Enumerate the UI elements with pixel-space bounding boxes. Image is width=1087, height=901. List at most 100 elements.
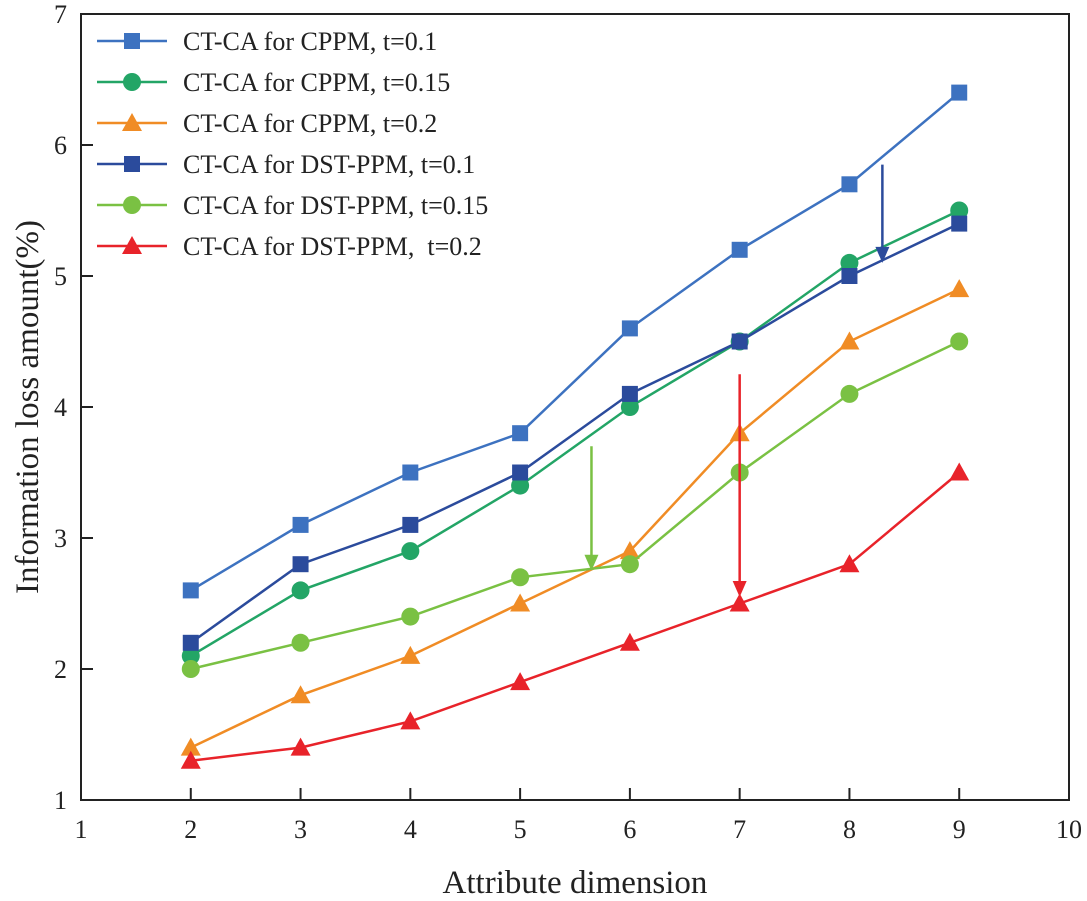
data-point-square (402, 516, 419, 533)
annotation-arrow (732, 374, 747, 597)
legend-label: CT-CA for DST-PPM, t=0.15 (183, 191, 488, 220)
annotation-layer (584, 164, 890, 597)
legend-marker (122, 113, 142, 131)
legend-label: CT-CA for CPPM, t=0.2 (183, 109, 437, 138)
data-point-triangle (290, 685, 311, 704)
legend-label: CT-CA for DST-PPM, t=0.2 (183, 232, 482, 261)
x-tick-label: 3 (294, 815, 307, 844)
data-point-triangle (619, 632, 640, 651)
x-tick-label: 5 (514, 815, 527, 844)
data-point-square (182, 634, 199, 651)
data-point-triangle (180, 737, 201, 756)
data-point-circle (950, 201, 969, 220)
legend-entry: CT-CA for CPPM, t=0.2 (97, 109, 437, 138)
data-point-square (512, 425, 529, 442)
data-point-circle (181, 660, 200, 678)
data-point-triangle (180, 750, 201, 769)
data-point-square (621, 385, 638, 402)
legend-marker (124, 33, 140, 49)
legend-marker (123, 73, 141, 91)
data-point-square (292, 516, 309, 533)
data-point-triangle (510, 672, 531, 691)
data-point-triangle (400, 645, 421, 664)
data-point-circle (401, 607, 420, 626)
data-point-circle (840, 253, 859, 272)
data-point-circle (401, 542, 420, 561)
legend-label: CT-CA for DST-PPM, t=0.1 (183, 150, 475, 179)
legend-label: CT-CA for CPPM, t=0.1 (183, 27, 437, 56)
y-axis-title: Information loss amount(%) (10, 220, 46, 594)
series-line (190, 91, 961, 592)
data-point-square (731, 241, 748, 258)
data-point-square (731, 333, 748, 350)
data-point-square (512, 464, 529, 481)
data-point-triangle (839, 331, 860, 350)
arrow-head (584, 554, 599, 571)
data-point-circle (620, 555, 639, 574)
x-axis-title: Attribute dimension (443, 865, 708, 901)
arrow-head (875, 246, 890, 263)
series-4 (182, 215, 968, 651)
y-tick-label: 1 (54, 786, 67, 815)
data-point-triangle (510, 593, 531, 612)
y-tick-label: 5 (54, 262, 67, 291)
data-point-square (182, 582, 199, 599)
series-line (190, 340, 960, 671)
y-tick-label: 4 (54, 393, 67, 422)
y-tick-label: 6 (54, 131, 67, 160)
data-point-triangle (839, 554, 860, 573)
data-point-circle (291, 581, 310, 600)
x-tick-label: 4 (404, 815, 417, 844)
data-point-square (292, 556, 309, 573)
series-line (190, 287, 960, 749)
series-1 (182, 84, 968, 599)
data-point-circle (511, 568, 530, 587)
data-point-circle (840, 384, 859, 403)
data-point-circle (511, 476, 530, 495)
legend-entry: CT-CA for CPPM, t=0.15 (97, 68, 450, 97)
data-point-triangle (400, 711, 421, 730)
data-point-circle (291, 633, 310, 652)
axis-layer: 1 2 3 4 5 6 7 8 9 10 1 2 3 4 5 6 7 (54, 0, 1082, 844)
legend-marker (124, 156, 140, 172)
data-point-square (951, 215, 968, 232)
series-3 (180, 279, 970, 756)
annotation-arrow (584, 446, 599, 571)
legend-entry: CT-CA for CPPM, t=0.1 (97, 27, 437, 56)
legend-label: CT-CA for CPPM, t=0.15 (183, 68, 450, 97)
data-point-triangle (949, 279, 970, 298)
x-tick-label: 6 (623, 815, 636, 844)
y-tick-label: 2 (54, 655, 67, 684)
y-tick-label: 7 (54, 0, 67, 29)
x-tick-label: 9 (953, 815, 966, 844)
series-5 (181, 332, 969, 678)
data-point-triangle (729, 593, 750, 612)
legend-marker (123, 196, 141, 214)
data-point-circle (950, 332, 969, 351)
data-point-square (841, 176, 858, 193)
legend-entry: CT-CA for DST-PPM, t=0.1 (97, 150, 475, 179)
arrow-head (732, 580, 747, 597)
data-point-square (402, 464, 419, 481)
x-tick-label: 1 (75, 815, 88, 844)
legend-marker (122, 236, 142, 254)
data-point-square (951, 84, 968, 101)
x-tick-label: 10 (1056, 815, 1082, 844)
series-6 (180, 462, 970, 769)
data-point-square (621, 320, 638, 337)
legend-entry: CT-CA for DST-PPM, t=0.15 (97, 191, 488, 220)
data-point-circle (620, 398, 639, 416)
data-point-square (841, 268, 858, 284)
legend-entry: CT-CA for DST-PPM, t=0.2 (97, 232, 482, 261)
data-point-triangle (949, 462, 970, 481)
legend: CT-CA for CPPM, t=0.1 CT-CA for CPPM, t=0… (97, 27, 488, 261)
data-point-circle (181, 646, 200, 665)
series-line (190, 222, 960, 644)
y-tick-label: 3 (54, 524, 67, 553)
x-tick-label: 7 (733, 815, 746, 844)
series-line (190, 209, 960, 657)
series-layer (180, 84, 970, 769)
series-line (190, 471, 961, 762)
x-tick-label: 8 (843, 815, 856, 844)
